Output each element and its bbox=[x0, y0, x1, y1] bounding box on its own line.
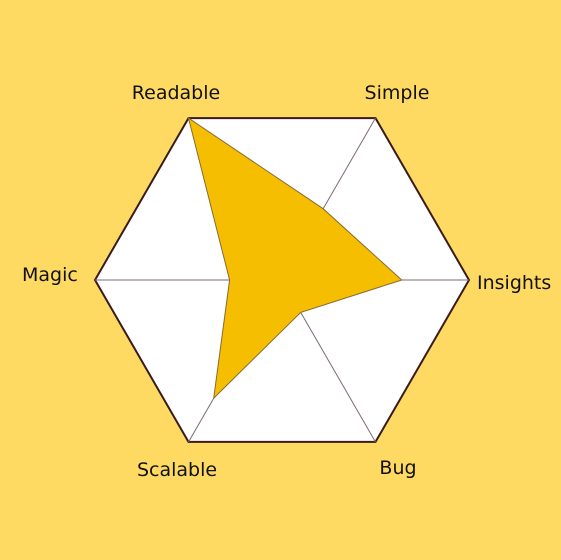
data-series-area bbox=[187, 116, 403, 400]
axis-label-simple: Simple bbox=[365, 82, 430, 104]
axis-labels: Readable Simple Insights Bug Scalable Magic bbox=[22, 82, 551, 481]
axis-label-insights: Insights bbox=[477, 272, 551, 294]
axis-label-magic: Magic bbox=[22, 264, 78, 286]
axis-label-bug: Bug bbox=[379, 457, 416, 479]
axis-label-readable: Readable bbox=[132, 82, 220, 104]
axis-label-scalable: Scalable bbox=[137, 459, 217, 481]
